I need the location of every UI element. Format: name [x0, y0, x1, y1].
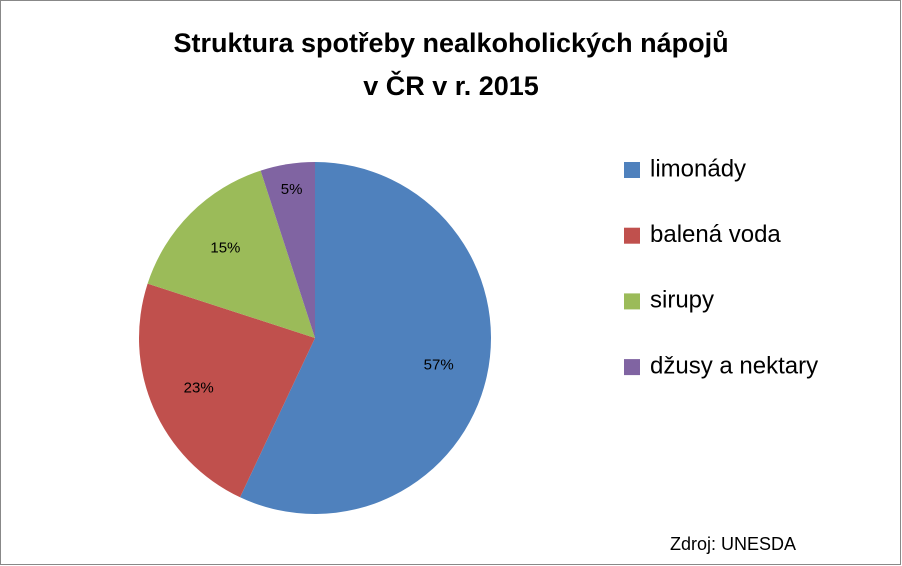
- legend-label: balená voda: [650, 221, 781, 248]
- data-label: 57%: [424, 357, 454, 374]
- chart-title: Struktura spotřeby nealkoholických nápoj…: [173, 28, 728, 58]
- legend-swatch: [624, 162, 640, 178]
- legend-swatch: [624, 359, 640, 376]
- chart-title: v ČR v r. 2015: [363, 70, 539, 101]
- data-label: 15%: [210, 239, 240, 256]
- data-label: 5%: [281, 181, 303, 198]
- pie-slice: [138, 283, 315, 498]
- source-note: Zdroj: UNESDA: [670, 534, 796, 554]
- data-label: 23%: [184, 379, 214, 396]
- legend-label: sirupy: [650, 287, 714, 314]
- legend-swatch: [624, 227, 640, 244]
- legend-label: džusy a nektary: [650, 352, 818, 379]
- pie-slice: [260, 162, 315, 338]
- legend-swatch: [624, 293, 640, 310]
- pie-slice: [147, 170, 315, 338]
- legend-label: limonády: [650, 155, 746, 182]
- pie-slice: [240, 162, 491, 514]
